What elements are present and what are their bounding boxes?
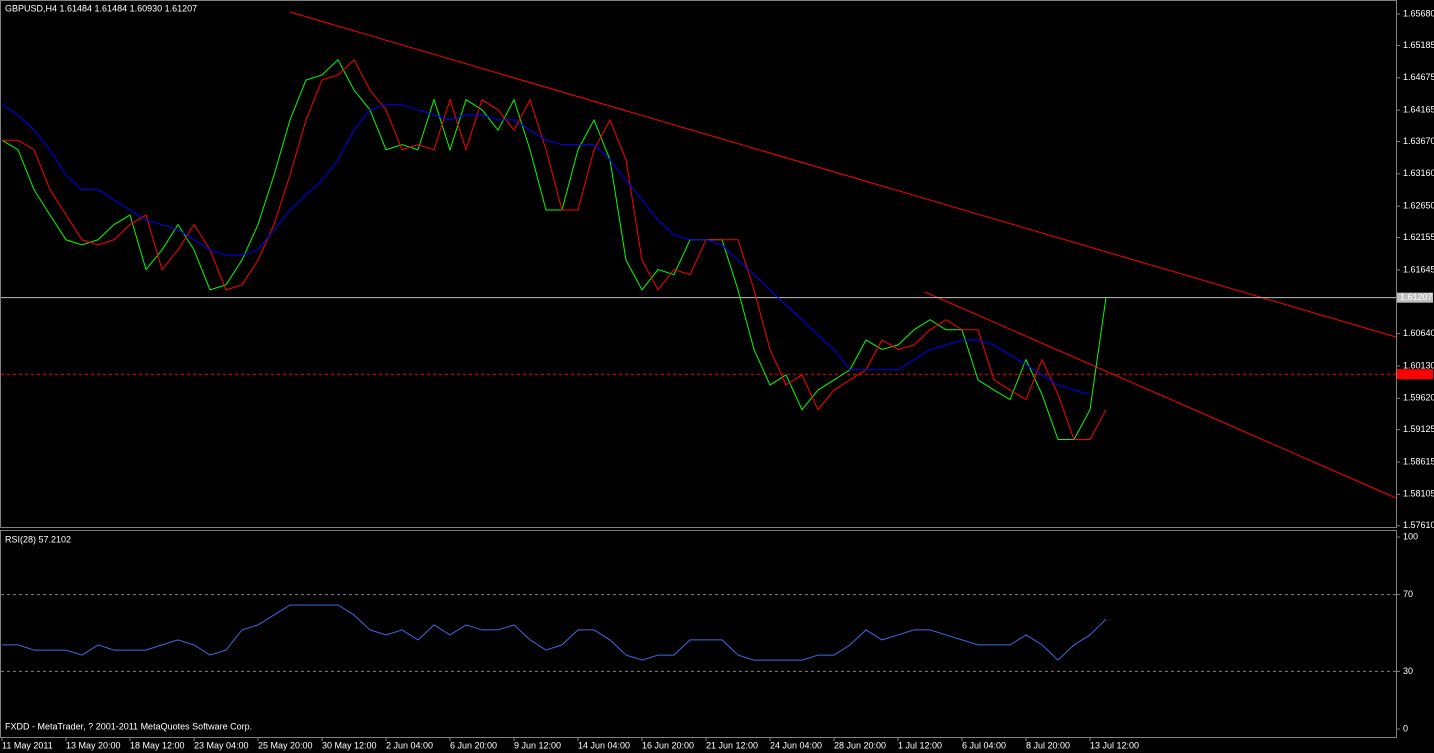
footer: FXDD - MetaTrader, ? 2001-2011 MetaQuote… (5, 721, 252, 731)
x-tick-label: 6 Jul 04:00 (962, 740, 1006, 750)
y-tick-label: 1.64165 (1403, 104, 1434, 114)
x-tick-label: 13 May 20:00 (66, 740, 121, 750)
trend-line (289, 11, 1397, 338)
y-tick-label: 30 (1403, 666, 1413, 676)
y-tick-label: 1.60130 (1403, 360, 1434, 370)
y-tick-label: 1.64675 (1403, 72, 1434, 82)
x-tick-label: 2 Jun 04:00 (386, 740, 433, 750)
series-line (1, 104, 1091, 395)
x-tick-label: 16 Jun 20:00 (642, 740, 694, 750)
x-tick-label: 8 Jul 20:00 (1026, 740, 1070, 750)
y-tick-label: 1.63160 (1403, 168, 1434, 178)
series-line (2, 58, 1107, 440)
bid-box (1397, 292, 1433, 303)
y-tick-label: 1.60640 (1403, 328, 1434, 338)
rsi-panel (0, 530, 1397, 738)
x-tick-label: 25 May 20:00 (258, 740, 313, 750)
x-tick-label: 24 Jun 04:00 (770, 740, 822, 750)
x-tick-label: 14 Jun 04:00 (578, 740, 630, 750)
y-tick-label: 0 (1403, 723, 1408, 733)
x-tick-label: 9 Jun 12:00 (514, 740, 561, 750)
series-line (1, 58, 1107, 440)
level-marker (1397, 369, 1433, 380)
x-tick-label: 28 Jun 20:00 (834, 740, 886, 750)
y-tick-label: 1.61645 (1403, 264, 1434, 274)
y-tick-label: 1.58615 (1403, 456, 1434, 466)
y-tick-label: 1.59125 (1403, 424, 1434, 434)
x-tick-label: 6 Jun 20:00 (450, 740, 497, 750)
y-tick-label: 1.65185 (1403, 40, 1434, 50)
y-tick-label: 1.62650 (1403, 201, 1434, 211)
y-tick-label: 1.57610 (1403, 520, 1434, 530)
y-tick-label: 1.65680 (1403, 8, 1434, 18)
series-line (2, 604, 1107, 661)
y-tick-label: 1.58105 (1403, 489, 1434, 499)
x-tick-label: 30 May 12:00 (322, 740, 377, 750)
y-tick-label: 100 (1403, 531, 1418, 541)
price-panel (0, 0, 1397, 528)
x-tick-label: 18 May 12:00 (130, 740, 185, 750)
price-title: GBPUSD,H4 1.61484 1.61484 1.60930 1.6120… (5, 3, 197, 13)
trend-line (924, 291, 1397, 499)
y-tick-label: 1.59620 (1403, 393, 1434, 403)
x-tick-label: 21 Jun 12:00 (706, 740, 758, 750)
y-tick-label: 1.62155 (1403, 232, 1434, 242)
y-tick-label: 1.63670 (1403, 136, 1434, 146)
x-tick-label: 13 Jul 12:00 (1090, 740, 1139, 750)
bid-label: 1.61207 (1400, 292, 1433, 302)
rsi-title: RSI(28) 57.2102 (5, 534, 71, 544)
x-tick-label: 11 May 2011 (2, 740, 53, 750)
x-tick-label: 23 May 04:00 (194, 740, 249, 750)
y-tick-label: 70 (1403, 589, 1413, 599)
x-tick-label: 1 Jul 12:00 (898, 740, 942, 750)
